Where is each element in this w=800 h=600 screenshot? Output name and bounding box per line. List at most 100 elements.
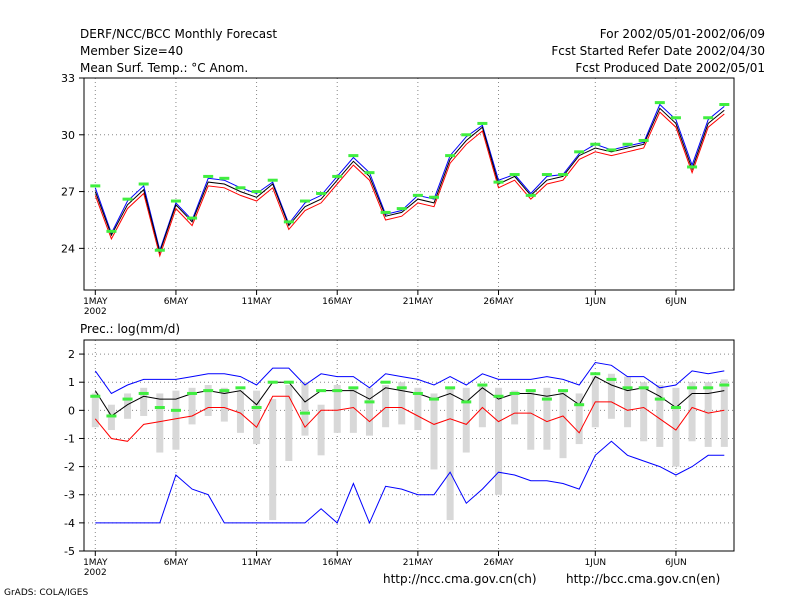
prec-spread-bar (656, 385, 664, 447)
temp-observed-marker (235, 186, 246, 190)
temp-ytick-label: 24 (61, 242, 75, 255)
temp-xtick-label: 11MAY (241, 297, 272, 307)
prec-ytick-label: 2 (68, 348, 75, 361)
prec-observed-marker (687, 386, 698, 390)
prec-spread-bar (478, 385, 486, 428)
prec-observed-marker (445, 386, 456, 390)
temp-observed-marker (590, 142, 601, 146)
prec-xtick-label: 1MAY (83, 558, 108, 568)
prec-spread-bar (140, 387, 148, 416)
prec-spread-bar (720, 379, 728, 447)
temp-observed-marker (703, 116, 714, 120)
temp-observed-marker (348, 154, 359, 158)
prec-ensemble-mean-line (94, 375, 725, 417)
prec-observed-marker (380, 380, 391, 384)
prec-observed-marker (187, 391, 198, 395)
temp-xtick-label: 26MAY (483, 297, 514, 307)
temp-observed-marker (461, 133, 472, 137)
prec-xtick-label: 11MAY (241, 558, 272, 568)
temp-lower-line (94, 111, 725, 258)
variable-label: Mean Surf. Temp.: °C Anom. (80, 61, 249, 75)
temp-observed-marker (106, 229, 117, 233)
prec-spread-bar (285, 385, 293, 461)
prec-spread-bar (704, 382, 712, 447)
prec-observed-marker (267, 380, 278, 384)
temp-ytick-label: 27 (61, 186, 75, 199)
temp-observed-marker (251, 190, 262, 194)
temp-observed-marker (558, 173, 569, 177)
prec-spread-bar (156, 393, 164, 453)
temp-ensemble-mean-line (94, 107, 725, 254)
temp-observed-marker (122, 197, 133, 201)
temp-xtick-label: 16MAY (322, 297, 353, 307)
prec-observed-marker (670, 406, 681, 410)
prec-spread-bar (672, 387, 680, 467)
prec-spread-bar (398, 382, 406, 425)
temp-observed-marker (364, 171, 375, 175)
prec-spread-bar (607, 373, 615, 419)
prec-observed-marker (493, 394, 504, 398)
prec-observed-marker (509, 391, 520, 395)
prec-observed-marker (622, 386, 633, 390)
prec-observed-marker (606, 377, 617, 381)
temp-observed-marker (509, 173, 520, 177)
temp-observed-marker (138, 182, 149, 186)
prec-spread-bar (640, 382, 648, 442)
prec-spread-bar (527, 390, 535, 450)
prec-observed-marker (154, 406, 165, 410)
prec-spread-bar (269, 399, 277, 521)
prec-observed-marker (316, 389, 327, 393)
temp-observed-marker (445, 154, 456, 158)
temp-observed-marker (493, 180, 504, 184)
prec-spread-bar (333, 385, 341, 433)
grads-credit: GrADS: COLA/IGES (4, 588, 89, 598)
prec-xtick-label: 6JUN (665, 558, 687, 568)
prec-ytick-label: -2 (64, 461, 75, 474)
prec-xtick-label: 21MAY (403, 558, 434, 568)
prec-spread-bar (430, 393, 438, 470)
temp-observed-marker (670, 116, 681, 120)
prec-xtick-label: 26MAY (483, 558, 514, 568)
temp-observed-marker (267, 178, 278, 182)
prec-spread-bar (204, 385, 212, 416)
prec-observed-marker (235, 386, 246, 390)
temp-observed-marker (396, 207, 407, 211)
prec-spread-bar (317, 404, 325, 456)
temp-observed-marker (638, 138, 649, 142)
temp-observed-marker (622, 142, 633, 146)
temp-upper-line (94, 103, 725, 253)
temp-observed-marker (380, 210, 391, 214)
forecast-period-label: For 2002/05/01-2002/06/09 (599, 27, 765, 41)
prec-observed-marker (203, 389, 214, 393)
temp-observed-marker (170, 199, 181, 203)
temp-observed-marker (477, 121, 488, 125)
temp-xtick-label: 21MAY (403, 297, 434, 307)
prec-observed-marker (90, 394, 101, 398)
prec-xtick-year-label: 2002 (84, 568, 107, 578)
prec-spread-bar (188, 387, 196, 425)
prec-observed-marker (332, 389, 343, 393)
temp-xtick-label: 6JUN (665, 297, 687, 307)
prec-ytick-label: 0 (68, 404, 75, 417)
prec-spread-bar (382, 385, 390, 428)
temp-ytick-label: 30 (61, 129, 75, 142)
prec-observed-marker (219, 389, 230, 393)
temp-frame (83, 77, 735, 291)
temp-observed-marker (316, 191, 327, 195)
temp-observed-marker (412, 193, 423, 197)
prec-lower-extreme-line (95, 440, 725, 525)
prec-observed-marker (251, 406, 262, 410)
prec-spread-bar (495, 387, 503, 495)
temp-observed-marker (654, 101, 665, 105)
prec-xtick-label: 16MAY (322, 558, 353, 568)
prec-observed-marker (461, 400, 472, 404)
prec-ytick-label: -4 (64, 517, 75, 530)
temp-xtick-year-label: 2002 (84, 307, 107, 317)
temp-observed-marker (187, 216, 198, 220)
temp-observed-marker (429, 195, 439, 199)
prec-spread-bar (446, 387, 454, 521)
prec-observed-marker (654, 397, 665, 401)
prec-observed-marker (364, 400, 375, 404)
member-size-label: Member Size=40 (80, 44, 184, 58)
